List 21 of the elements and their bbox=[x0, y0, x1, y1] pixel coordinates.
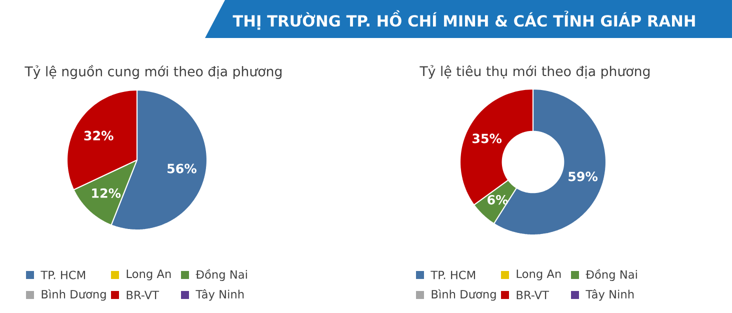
data-label: 6% bbox=[488, 194, 508, 205]
data-label: 12% bbox=[92, 188, 121, 198]
data-label: 35% bbox=[472, 134, 502, 144]
data-label: 32% bbox=[84, 130, 114, 140]
text: THỊ TRƯỜNG TP. HỒ CHÍ MINH & CÁC TỈNH GIÁP RANH bbox=[232, 10, 695, 30]
legend-label: TP. HCM bbox=[430, 270, 476, 280]
legend-label: Bình Dương bbox=[432, 289, 496, 301]
chart-title: Tỷ lệ tiêu thụ mới theo địa phương bbox=[420, 65, 650, 79]
legend-label: BR-VT bbox=[126, 290, 160, 300]
legend-label: Đồng Nai bbox=[196, 269, 247, 281]
legend-label: Long An bbox=[516, 270, 561, 280]
legend-label: Long An bbox=[126, 270, 171, 280]
data-label: 56% bbox=[168, 164, 196, 174]
legend-label: TP. HCM bbox=[40, 270, 86, 280]
chart-title: Tỷ lệ nguồn cung mới theo địa phương bbox=[24, 64, 282, 80]
legend-label: Tây Ninh bbox=[196, 289, 244, 301]
legend-label: BR-VT bbox=[516, 290, 550, 300]
legend-label: Bình Dương bbox=[42, 289, 106, 301]
data-label: 59% bbox=[568, 172, 598, 182]
legend-label: Tây Ninh bbox=[586, 289, 634, 301]
legend-label: Đồng Nai bbox=[586, 269, 637, 281]
